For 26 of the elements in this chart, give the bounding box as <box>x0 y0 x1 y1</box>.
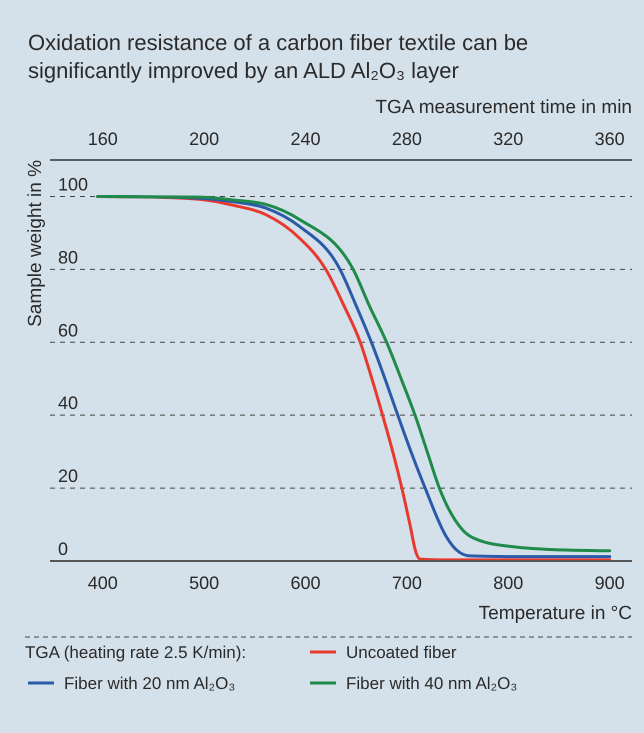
x2-axis-title: TGA measurement time in min <box>375 97 632 118</box>
chart-title: Oxidation resistance of a carbon fiber textile can be significantly improved by an ALD Al₂O₃ layer <box>28 30 528 83</box>
y-tick-label: 0 <box>58 539 68 559</box>
x2-tick-label: 160 <box>88 129 118 149</box>
x2-tick-label: 320 <box>493 129 524 149</box>
x-tick-label: 500 <box>189 573 220 593</box>
x-axis-title: Temperature in °C <box>478 603 632 624</box>
y-tick-label: 100 <box>58 174 88 194</box>
y-axis-title: Sample weight in % <box>25 160 46 327</box>
y-tick-label: 40 <box>58 393 78 414</box>
x2-tick-label: 240 <box>290 129 321 149</box>
x-tick-label: 700 <box>392 573 422 593</box>
x-tick-label: 800 <box>493 573 524 593</box>
legend-label: Fiber with 20 nm Al₂O₃ <box>64 674 236 693</box>
legend-label: Uncoated fiber <box>346 643 457 662</box>
x2-tick-label: 200 <box>189 129 220 149</box>
y-tick-label: 20 <box>58 466 78 486</box>
x-tick-label: 900 <box>594 573 625 593</box>
x2-tick-label: 360 <box>594 129 625 149</box>
legend-title: TGA (heating rate 2.5 K/min): <box>25 643 246 662</box>
x-tick-label: 400 <box>88 573 118 593</box>
y-tick-label: 60 <box>58 320 78 340</box>
legend-label: Fiber with 40 nm Al₂O₃ <box>346 674 518 693</box>
x2-tick-label: 280 <box>392 129 422 149</box>
y-tick-label: 80 <box>58 247 78 268</box>
x-tick-label: 600 <box>290 573 321 593</box>
